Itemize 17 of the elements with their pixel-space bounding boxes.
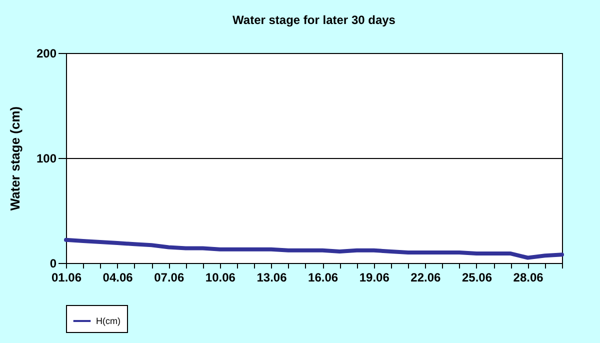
legend-label: H(cm) [96, 316, 120, 326]
x-tick-label: 04.06 [102, 270, 134, 284]
y-axis-title: Water stage (cm) [7, 106, 22, 211]
y-tick-label: 200 [36, 46, 57, 60]
x-tick-label: 25.06 [462, 270, 492, 284]
x-tick-label: 01.06 [51, 270, 82, 284]
chart-title: Water stage for later 30 days [232, 13, 396, 27]
x-tick-label: 10.06 [205, 270, 236, 284]
x-tick-label: 16.06 [308, 270, 338, 284]
y-tick-label: 0 [50, 256, 57, 270]
y-tick-label: 100 [36, 152, 57, 166]
x-tick-label: 28.06 [513, 270, 544, 284]
x-tick-label: 13.06 [256, 270, 288, 284]
x-tick-label: 22.06 [410, 270, 442, 284]
line-series [64, 238, 564, 260]
x-tick-label: 19.06 [359, 270, 390, 284]
x-tick-label: 07.06 [154, 270, 184, 284]
